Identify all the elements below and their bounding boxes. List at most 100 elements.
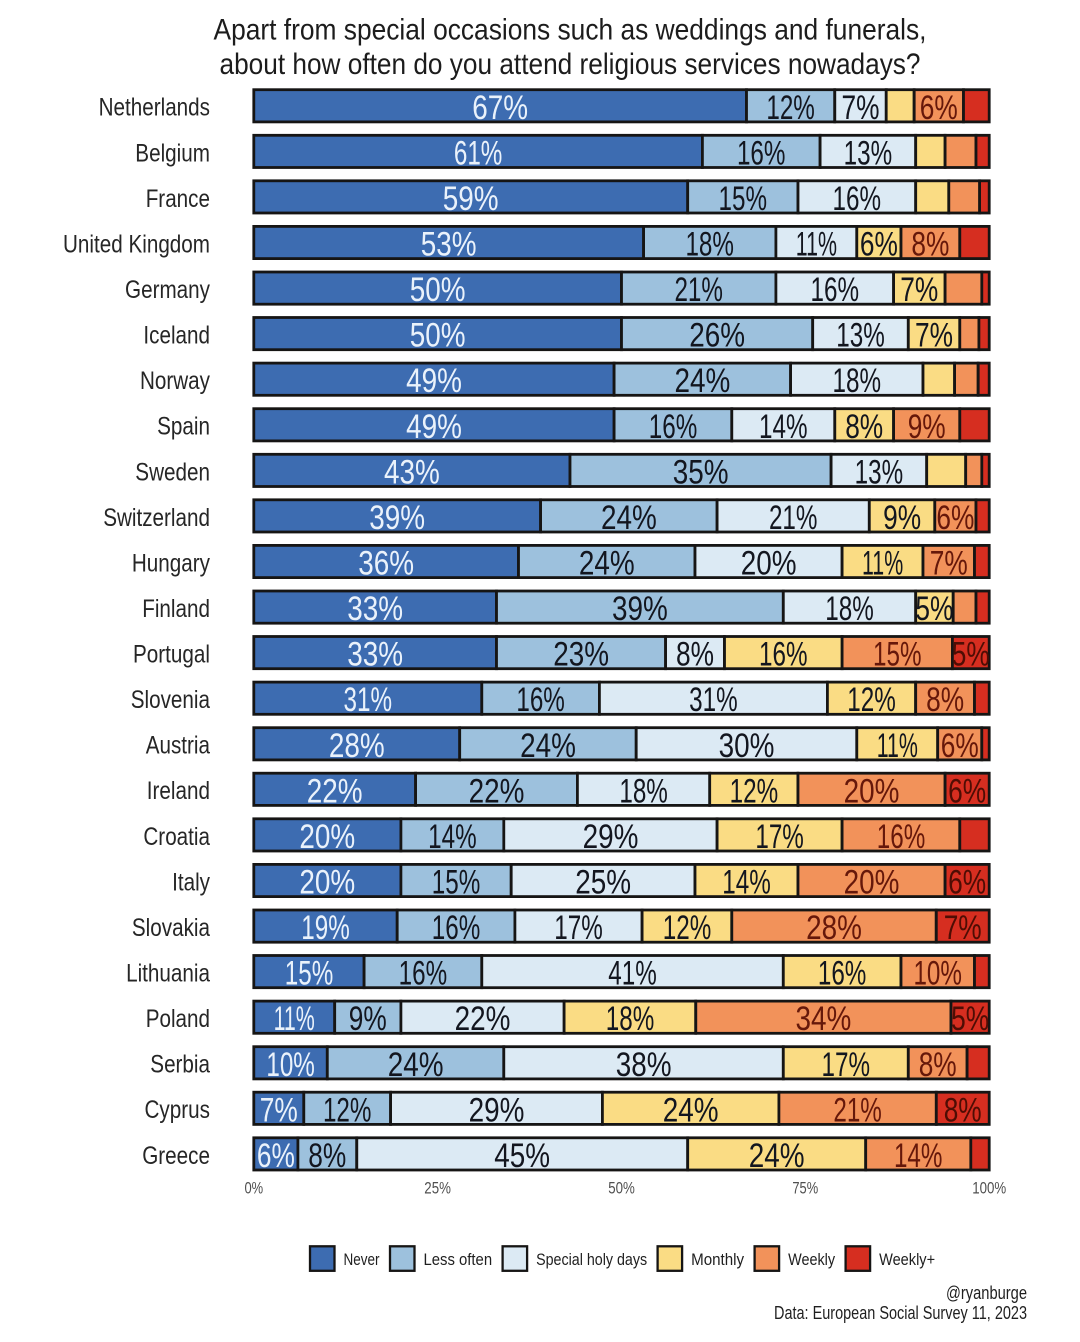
svg-text:19%: 19% <box>301 909 350 947</box>
svg-text:7%: 7% <box>944 909 982 947</box>
svg-text:Ireland: Ireland <box>147 778 210 805</box>
svg-text:33%: 33% <box>347 590 403 628</box>
svg-text:10%: 10% <box>266 1046 315 1084</box>
svg-text:12%: 12% <box>766 89 815 127</box>
svg-text:8%: 8% <box>919 1046 957 1084</box>
svg-text:about how often do you attend: about how often do you attend religious … <box>220 48 921 81</box>
svg-text:20%: 20% <box>299 818 355 856</box>
svg-text:22%: 22% <box>307 772 363 810</box>
svg-text:Austria: Austria <box>146 733 211 760</box>
svg-text:17%: 17% <box>755 818 804 856</box>
svg-text:6%: 6% <box>920 89 958 127</box>
svg-text:Cyprus: Cyprus <box>145 1097 211 1124</box>
svg-text:24%: 24% <box>579 545 635 583</box>
svg-text:17%: 17% <box>822 1046 871 1084</box>
svg-text:28%: 28% <box>806 909 862 947</box>
svg-text:Hungary: Hungary <box>132 550 211 577</box>
svg-text:16%: 16% <box>759 636 808 674</box>
svg-text:Slovenia: Slovenia <box>131 687 211 714</box>
svg-text:18%: 18% <box>619 772 668 810</box>
svg-text:50%: 50% <box>608 1179 635 1198</box>
svg-text:14%: 14% <box>722 864 771 902</box>
svg-text:30%: 30% <box>719 727 775 765</box>
svg-text:Germany: Germany <box>125 277 211 304</box>
svg-text:5%: 5% <box>951 1000 989 1038</box>
svg-text:21%: 21% <box>674 271 723 309</box>
svg-text:45%: 45% <box>494 1137 550 1175</box>
svg-text:24%: 24% <box>520 727 576 765</box>
svg-text:17%: 17% <box>554 909 603 947</box>
svg-text:20%: 20% <box>741 545 797 583</box>
svg-text:24%: 24% <box>601 499 657 537</box>
svg-text:6%: 6% <box>860 226 898 264</box>
svg-text:15%: 15% <box>873 636 922 674</box>
svg-text:13%: 13% <box>844 134 893 172</box>
svg-text:13%: 13% <box>855 453 904 491</box>
svg-text:24%: 24% <box>388 1046 444 1084</box>
svg-text:38%: 38% <box>616 1046 672 1084</box>
svg-text:United Kingdom: United Kingdom <box>63 231 210 258</box>
svg-text:49%: 49% <box>406 408 462 446</box>
svg-text:53%: 53% <box>421 226 477 264</box>
svg-text:Portugal: Portugal <box>133 642 210 669</box>
svg-text:12%: 12% <box>730 772 779 810</box>
svg-text:50%: 50% <box>410 317 466 355</box>
svg-text:15%: 15% <box>285 955 334 993</box>
svg-text:24%: 24% <box>663 1091 719 1129</box>
svg-text:10%: 10% <box>913 955 962 993</box>
svg-text:@ryanburge: @ryanburge <box>946 1283 1027 1303</box>
svg-text:100%: 100% <box>972 1179 1006 1198</box>
svg-text:France: France <box>146 186 210 213</box>
svg-text:8%: 8% <box>926 681 964 719</box>
svg-text:23%: 23% <box>553 636 609 674</box>
svg-text:15%: 15% <box>719 180 768 218</box>
svg-text:6%: 6% <box>936 499 974 537</box>
svg-text:25%: 25% <box>575 864 631 902</box>
svg-text:16%: 16% <box>516 681 565 719</box>
svg-text:Special holy days: Special holy days <box>536 1250 647 1269</box>
svg-text:22%: 22% <box>455 1000 511 1038</box>
svg-text:75%: 75% <box>792 1179 818 1198</box>
svg-text:18%: 18% <box>825 590 874 628</box>
svg-text:24%: 24% <box>749 1137 805 1175</box>
svg-text:11%: 11% <box>274 1000 315 1038</box>
svg-text:28%: 28% <box>329 727 385 765</box>
svg-text:36%: 36% <box>358 545 414 583</box>
svg-text:34%: 34% <box>796 1000 852 1038</box>
svg-text:18%: 18% <box>833 362 882 400</box>
svg-text:24%: 24% <box>675 362 731 400</box>
svg-text:Less often: Less often <box>424 1250 493 1269</box>
svg-text:26%: 26% <box>689 317 745 355</box>
svg-text:5%: 5% <box>952 636 990 674</box>
svg-text:20%: 20% <box>299 864 355 902</box>
svg-text:9%: 9% <box>908 408 946 446</box>
svg-text:16%: 16% <box>432 909 481 947</box>
svg-text:Never: Never <box>344 1250 380 1269</box>
svg-text:Belgium: Belgium <box>135 140 210 167</box>
svg-text:Monthly: Monthly <box>691 1250 745 1269</box>
svg-text:6%: 6% <box>941 727 979 765</box>
svg-text:12%: 12% <box>847 681 896 719</box>
svg-text:20%: 20% <box>844 772 900 810</box>
svg-text:39%: 39% <box>612 590 668 628</box>
svg-text:9%: 9% <box>883 499 921 537</box>
svg-text:20%: 20% <box>844 864 900 902</box>
svg-text:Serbia: Serbia <box>150 1052 210 1079</box>
svg-text:Poland: Poland <box>146 1006 210 1033</box>
svg-text:15%: 15% <box>432 864 481 902</box>
svg-text:14%: 14% <box>894 1137 943 1175</box>
svg-text:41%: 41% <box>608 955 657 993</box>
svg-text:Netherlands: Netherlands <box>99 95 210 122</box>
svg-text:35%: 35% <box>673 453 729 491</box>
svg-text:Lithuania: Lithuania <box>126 961 210 988</box>
svg-text:16%: 16% <box>737 134 786 172</box>
svg-text:11%: 11% <box>862 545 903 583</box>
svg-text:50%: 50% <box>410 271 466 309</box>
svg-text:Spain: Spain <box>157 414 210 441</box>
svg-text:16%: 16% <box>649 408 698 446</box>
svg-text:22%: 22% <box>469 772 525 810</box>
svg-text:25%: 25% <box>424 1179 451 1198</box>
svg-text:Apart from special occasions s: Apart from special occasions such as wed… <box>214 14 927 47</box>
svg-text:16%: 16% <box>877 818 926 856</box>
svg-text:14%: 14% <box>428 818 477 856</box>
